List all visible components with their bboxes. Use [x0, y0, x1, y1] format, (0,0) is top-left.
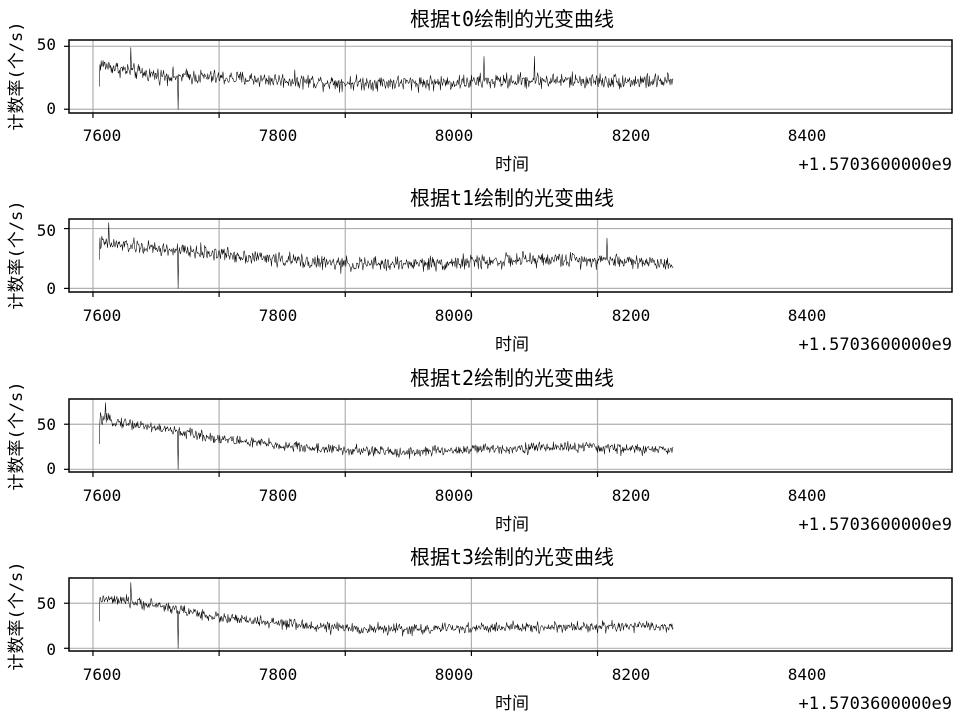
- subplot-1-title: 根据t1绘制的光变曲线: [410, 186, 614, 210]
- subplot-0-axes-frame: [68, 39, 953, 114]
- subplot-2-xtick-label-8000: 8000: [435, 486, 474, 505]
- subplot-0-xtick-label-7800: 7800: [259, 126, 298, 145]
- subplot-0-ylabel: 计数率(个/s): [7, 22, 27, 131]
- subplot-3: 根据t3绘制的光变曲线 时间 +1.5703600000e9 计数率(个/s) …: [7, 545, 952, 714]
- subplot-1-xtick-label-8400: 8400: [788, 306, 827, 325]
- subplot-1-plot-area: [64, 218, 953, 297]
- subplot-2-xtick-label-8200: 8200: [612, 486, 651, 505]
- subplot-1-xtick-label-8200: 8200: [612, 306, 651, 325]
- subplot-2-series-t2-line: [98, 402, 674, 470]
- subplot-0-xtick-label-8400: 8400: [788, 126, 827, 145]
- subplot-2-plot-area: [64, 398, 953, 477]
- subplot-2-ytick-label-50: 50: [37, 415, 56, 434]
- subplot-1: 根据t1绘制的光变曲线 时间 +1.5703600000e9 计数率(个/s) …: [7, 186, 952, 355]
- subplot-0-xtick-label-8200: 8200: [612, 126, 651, 145]
- subplot-2-axes-frame: [68, 398, 953, 473]
- subplot-2-xtick-label-8400: 8400: [788, 486, 827, 505]
- subplot-2-ytick-label-0: 0: [46, 459, 56, 478]
- subplot-3-xtick-label-7600: 7600: [83, 665, 122, 684]
- subplot-2-offset-text: +1.5703600000e9: [798, 515, 952, 535]
- subplot-1-xtick-label-7800: 7800: [259, 306, 298, 325]
- subplot-0-xtick-label-8000: 8000: [435, 126, 474, 145]
- subplot-0: 根据t0绘制的光变曲线 时间 +1.5703600000e9 计数率(个/s) …: [7, 7, 952, 175]
- subplot-1-xtick-label-8000: 8000: [435, 306, 474, 325]
- subplot-3-ytick-label-0: 0: [46, 640, 56, 659]
- subplot-1-offset-text: +1.5703600000e9: [798, 335, 952, 355]
- subplot-2-ylabel: 计数率(个/s): [7, 382, 27, 491]
- subplot-3-title: 根据t3绘制的光变曲线: [410, 545, 614, 569]
- subplot-1-axes-frame: [68, 218, 953, 293]
- subplot-3-series-t3-line: [98, 582, 674, 649]
- subplot-0-title: 根据t0绘制的光变曲线: [410, 7, 614, 31]
- subplot-2-xtick-label-7800: 7800: [259, 486, 298, 505]
- subplot-0-offset-text: +1.5703600000e9: [798, 155, 952, 175]
- subplot-1-xtick-label-7600: 7600: [83, 306, 122, 325]
- subplot-0-xlabel: 时间: [495, 155, 529, 175]
- subplot-0-series-t0-line: [98, 47, 674, 110]
- subplot-3-ylabel: 计数率(个/s): [7, 562, 27, 671]
- subplot-3-xlabel: 时间: [495, 694, 529, 714]
- subplot-1-ytick-label-50: 50: [37, 221, 56, 240]
- subplot-1-ytick-label-0: 0: [46, 279, 56, 298]
- subplot-1-ylabel: 计数率(个/s): [7, 201, 27, 310]
- subplot-0-ytick-label-0: 0: [46, 99, 56, 118]
- subplot-0-ytick-label-50: 50: [37, 35, 56, 54]
- subplot-2-title: 根据t2绘制的光变曲线: [410, 366, 614, 390]
- subplot-3-xtick-label-8000: 8000: [435, 665, 474, 684]
- subplot-0-plot-area: [64, 39, 953, 118]
- subplot-1-xlabel: 时间: [495, 335, 529, 355]
- subplot-0-xtick-label-7600: 7600: [83, 126, 122, 145]
- subplot-3-ytick-label-50: 50: [37, 594, 56, 613]
- subplot-3-offset-text: +1.5703600000e9: [798, 694, 952, 714]
- subplot-2-xlabel: 时间: [495, 515, 529, 535]
- subplot-2: 根据t2绘制的光变曲线 时间 +1.5703600000e9 计数率(个/s) …: [7, 366, 952, 535]
- subplot-3-axes-frame: [68, 577, 953, 652]
- subplot-1-series-t1-line: [98, 222, 674, 289]
- subplot-3-xtick-label-8200: 8200: [612, 665, 651, 684]
- subplot-3-xtick-label-7800: 7800: [259, 665, 298, 684]
- subplot-3-xtick-label-8400: 8400: [788, 665, 827, 684]
- subplot-2-xtick-label-7600: 7600: [83, 486, 122, 505]
- subplot-3-plot-area: [64, 577, 953, 656]
